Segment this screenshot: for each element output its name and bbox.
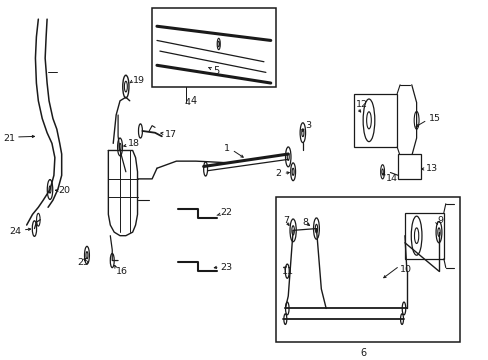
Text: 24: 24 [9, 227, 21, 236]
Text: 22: 22 [220, 208, 232, 217]
Text: 17: 17 [164, 130, 176, 139]
Text: 7: 7 [283, 216, 289, 225]
Text: 11: 11 [281, 267, 293, 276]
Bar [354, 94, 396, 147]
Text: 14: 14 [385, 174, 397, 183]
Text: 18: 18 [127, 139, 140, 148]
Text: 23: 23 [220, 263, 232, 272]
Text: 9: 9 [436, 216, 442, 225]
Text: 4: 4 [184, 98, 190, 107]
Text: 4: 4 [191, 96, 197, 106]
Bar [152, 9, 275, 87]
Text: 25: 25 [77, 258, 89, 267]
Bar [404, 213, 443, 259]
Text: 19: 19 [132, 76, 144, 85]
Text: 2: 2 [275, 169, 281, 178]
Text: 13: 13 [426, 165, 438, 174]
Text: 21: 21 [3, 134, 15, 143]
Text: 15: 15 [428, 114, 440, 123]
Bar [275, 197, 459, 342]
Text: 10: 10 [399, 265, 411, 274]
Text: 5: 5 [213, 66, 219, 76]
Text: 12: 12 [356, 100, 367, 109]
Text: 6: 6 [359, 348, 366, 358]
Text: 8: 8 [302, 218, 308, 227]
Text: 3: 3 [304, 121, 310, 130]
Bar [397, 154, 421, 179]
Text: 16: 16 [116, 267, 128, 276]
Text: 1: 1 [224, 144, 229, 153]
Text: 20: 20 [59, 186, 71, 195]
